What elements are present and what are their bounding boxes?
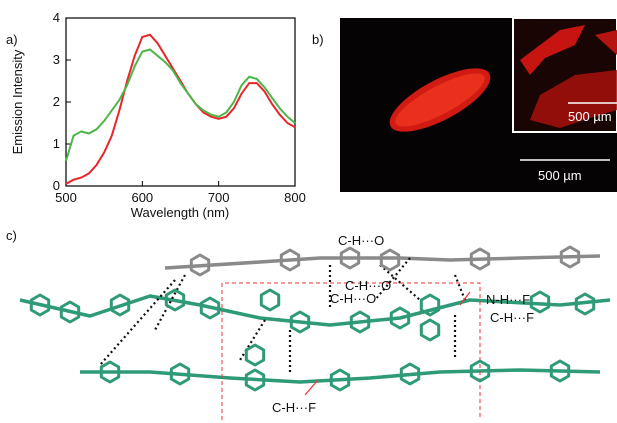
ring <box>529 290 551 314</box>
ring <box>29 293 51 317</box>
y-tick-label: 1 <box>53 136 60 151</box>
ring <box>169 362 191 386</box>
ring <box>339 246 361 270</box>
annotation: C-H···F <box>272 400 316 415</box>
annotation: C-H···O <box>330 291 376 306</box>
crystal-structure <box>19 245 611 420</box>
ring <box>379 248 401 272</box>
ring <box>189 253 211 277</box>
x-axis-title: Wavelength (nm) <box>131 205 230 220</box>
ring <box>469 359 491 383</box>
plot-frame <box>65 17 296 187</box>
line-series <box>65 33 296 185</box>
y-tick-label: 4 <box>53 10 60 25</box>
ring <box>419 293 441 317</box>
ring <box>289 310 311 334</box>
ring <box>329 368 351 392</box>
ring <box>99 360 121 384</box>
ring <box>244 343 266 367</box>
ring <box>349 310 371 334</box>
micrograph: 500 µm 500 µm <box>340 17 617 192</box>
ring <box>419 318 441 342</box>
ring <box>259 288 281 312</box>
y-tick-label: 2 <box>53 94 60 109</box>
x-tick-label: 700 <box>208 190 230 205</box>
ring <box>574 292 596 316</box>
ring <box>389 306 411 330</box>
annotation: N-H···F <box>486 292 530 307</box>
y-tick-label: 0 <box>53 178 60 193</box>
ring <box>59 300 81 324</box>
ring <box>199 296 221 320</box>
panel-label: a) <box>6 32 18 47</box>
ring <box>109 293 131 317</box>
ring <box>549 359 571 383</box>
y-tick-label: 3 <box>53 52 60 67</box>
panel-label: c) <box>6 228 17 243</box>
x-tick-label: 600 <box>131 190 153 205</box>
x-tick-label: 500 <box>55 190 77 205</box>
ring <box>164 288 186 312</box>
panel-label: b) <box>312 32 324 47</box>
scale-label: 500 µm <box>538 168 582 183</box>
ring <box>244 368 266 392</box>
ring <box>559 245 581 269</box>
annotation: C-H···O <box>338 233 384 248</box>
inset-scale-label: 500 µm <box>568 109 612 124</box>
ring <box>399 362 421 386</box>
ring <box>469 247 491 271</box>
x-tick-label: 800 <box>284 190 306 205</box>
annotation: C-H···F <box>490 310 534 325</box>
line-series <box>65 48 296 162</box>
ring <box>279 248 301 272</box>
annotation: C-H···O <box>345 278 391 293</box>
y-axis-title: Emission Intensity <box>10 49 25 154</box>
